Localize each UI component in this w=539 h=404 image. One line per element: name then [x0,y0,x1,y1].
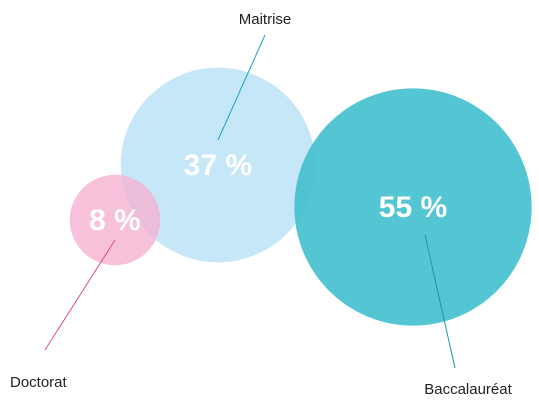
leader-line [424,234,456,369]
category-label: Maitrise [239,11,292,28]
value-label: 55 % [379,191,447,224]
bubble [120,67,316,263]
value-label: 8 % [89,204,141,237]
category-label: Baccalauréat [424,381,512,398]
category-label: Doctorat [10,374,68,391]
leader-line [44,239,116,351]
bubble [69,174,161,266]
bubble [294,88,532,326]
value-label: 37 % [184,149,252,182]
leader-line [217,34,266,141]
